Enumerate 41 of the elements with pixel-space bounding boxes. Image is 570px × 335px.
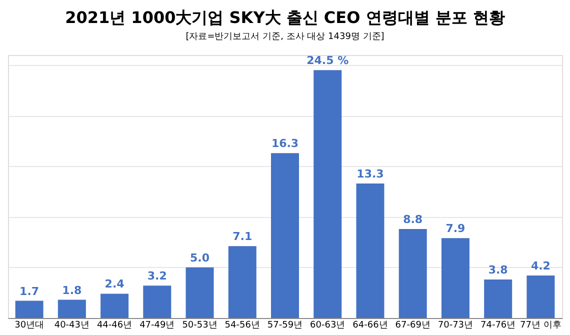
x-tick-label: 70-73년 (438, 320, 474, 330)
bar (526, 276, 555, 318)
data-label: 8.8 (403, 212, 423, 226)
chart-title: 2021년 1000大기업 SKY大 출신 CEO 연령대별 분포 현황 (65, 8, 505, 27)
data-label: 4.2 (530, 260, 550, 273)
x-tick-label: 40-43년 (54, 320, 90, 330)
bar (186, 267, 214, 318)
data-label: 7.1 (232, 230, 252, 244)
x-tick-label: 30년대 (14, 320, 44, 330)
x-tick-label: 57-59년 (267, 320, 303, 330)
bar (356, 183, 384, 318)
bar (143, 286, 172, 318)
data-label: 2.4 (104, 278, 125, 291)
bar (58, 300, 86, 318)
data-label: 7.9 (446, 222, 466, 236)
x-tick-label: 44-46년 (96, 320, 132, 330)
bar (314, 70, 342, 318)
data-label: 3.8 (488, 264, 508, 277)
data-label: 1.8 (62, 284, 82, 297)
data-label: 3.2 (147, 270, 167, 283)
data-label: 13.3 (356, 167, 384, 180)
bar (398, 228, 427, 318)
data-label: 16.3 (271, 137, 299, 150)
bar (484, 280, 512, 318)
x-tick-label: 74-76년 (480, 320, 516, 330)
x-tick-label: 77년 이후 (520, 320, 562, 330)
bar (228, 246, 256, 318)
x-tick-label: 50-53년 (182, 320, 218, 330)
chart-subtitle: [자료=반기보고서 기준, 조사 대상 1439명 기준] (186, 32, 384, 42)
data-label: 24.5 % (306, 54, 349, 68)
x-tick-label: 64-66년 (352, 320, 388, 330)
x-tick-label: 60-63년 (310, 320, 346, 330)
data-label: 5.0 (190, 251, 210, 264)
bar (441, 238, 470, 318)
data-label: 1.7 (20, 284, 40, 298)
bar (100, 294, 129, 318)
bar (15, 300, 44, 318)
x-tick-label: 54-56년 (224, 320, 260, 330)
x-tick-label: 67-69년 (395, 320, 430, 330)
bar (271, 153, 299, 318)
x-tick-label: 47-49년 (140, 320, 175, 330)
